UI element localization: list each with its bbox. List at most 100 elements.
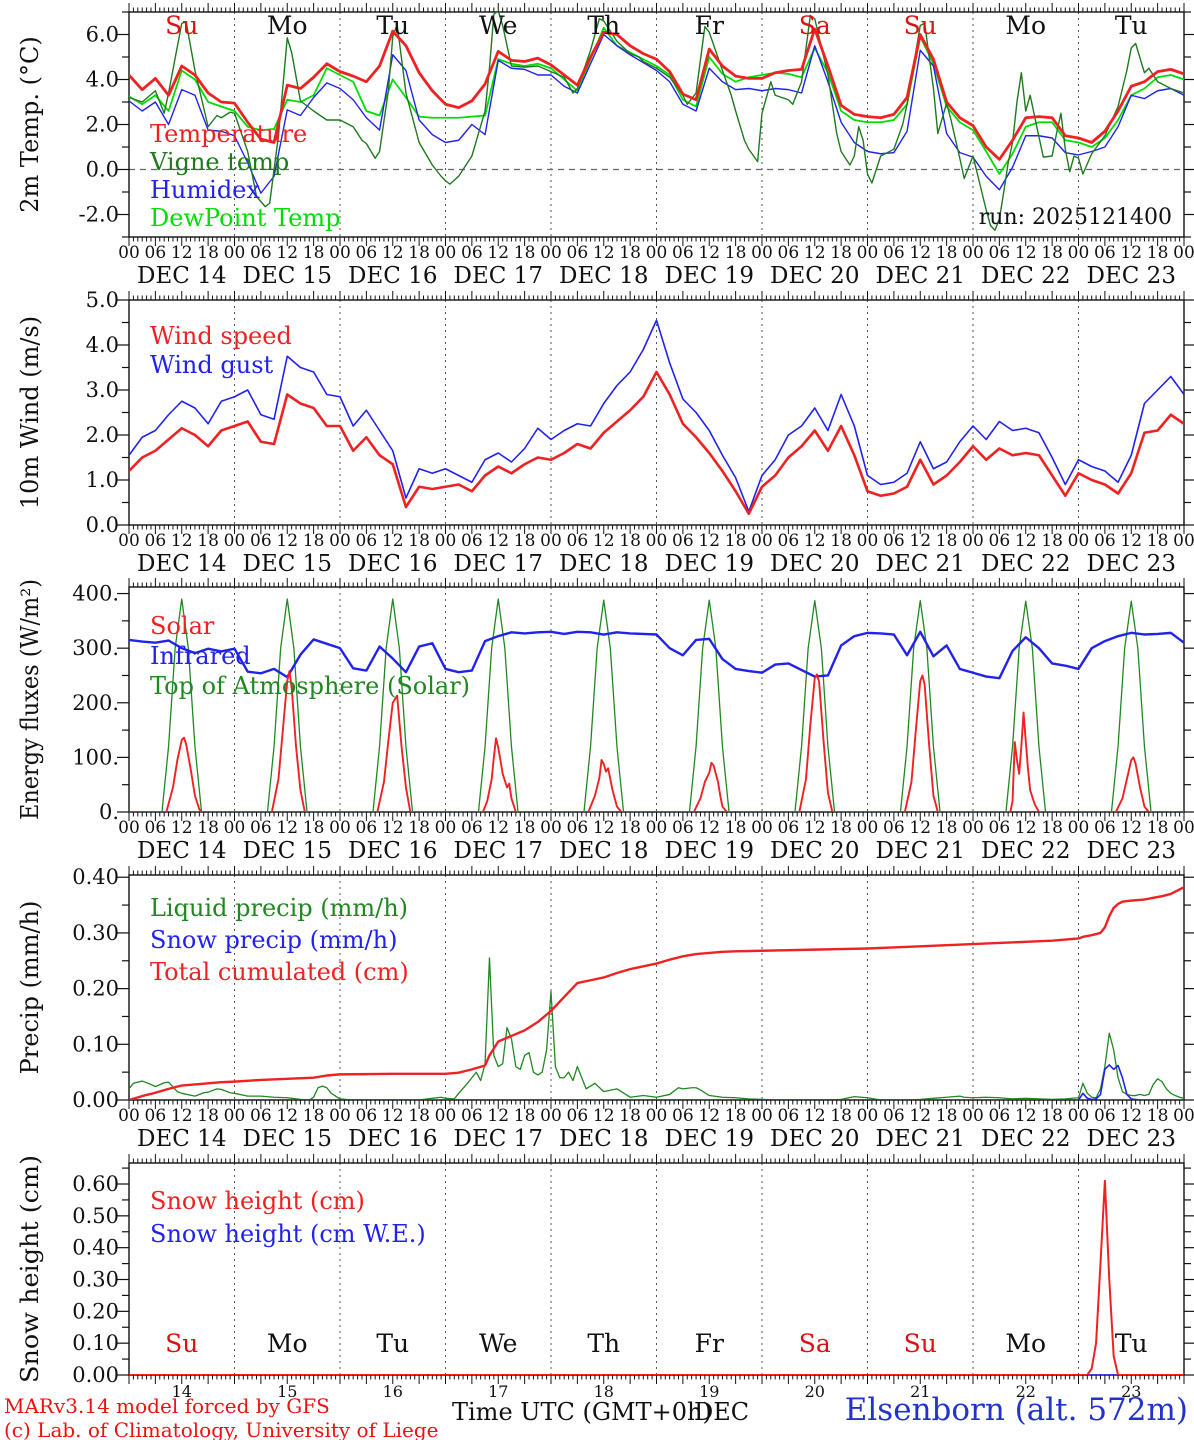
series-solar — [129, 670, 1184, 812]
date-label: DEC 19 — [665, 838, 754, 864]
hour-tick-label: 00 — [1173, 531, 1194, 551]
ytick-label: 1.0 — [86, 468, 119, 492]
axis-label-wind: 10m Wind (m/s) — [16, 316, 44, 509]
hour-tick-label: 00 — [962, 531, 984, 551]
hour-tick-label: 12 — [698, 1106, 720, 1126]
legend-snow-height-cm-: Snow height (cm) — [150, 1187, 365, 1215]
date-label: DEC 16 — [348, 263, 437, 289]
hour-tick-label: 18 — [197, 1106, 219, 1126]
date-label: DEC 15 — [243, 263, 332, 289]
day-name-label: Sa — [799, 1329, 831, 1358]
hour-tick-label: 18 — [408, 531, 430, 551]
series-temperature — [129, 27, 1184, 161]
ytick-label: 0.00 — [72, 1363, 119, 1387]
ytick-label: 0.50 — [72, 1204, 119, 1228]
date-label: DEC 18 — [559, 838, 648, 864]
ytick-label: 5.0 — [86, 288, 119, 312]
legend-snow-height-cm-w-e-: Snow height (cm W.E.) — [150, 1220, 426, 1248]
date-label: DEC 21 — [876, 551, 965, 577]
day-name-label: Mo — [1005, 11, 1046, 40]
ytick-label: 4.0 — [86, 68, 119, 92]
hour-tick-label: 18 — [408, 243, 430, 263]
hour-tick-label: 06 — [989, 531, 1011, 551]
hour-tick-label: 12 — [276, 531, 298, 551]
hour-tick-label: 12 — [698, 531, 720, 551]
day-name-label: Tu — [1115, 1329, 1148, 1358]
hour-tick-label: 06 — [461, 531, 483, 551]
hour-tick-label: 00 — [962, 818, 984, 838]
series-wind-speed — [129, 370, 1184, 516]
hour-tick-label: 06 — [883, 1106, 905, 1126]
hour-tick-label: 00 — [224, 818, 246, 838]
hour-tick-label: 00 — [118, 1106, 140, 1126]
hour-tick-label: 12 — [1120, 531, 1142, 551]
ytick-label: 0.60 — [72, 1172, 119, 1196]
hour-tick-label: 00 — [435, 1106, 457, 1126]
hour-tick-label: 18 — [303, 243, 325, 263]
hour-tick-label: 00 — [646, 818, 668, 838]
hour-tick-label: 06 — [883, 243, 905, 263]
hour-tick-label: 12 — [698, 243, 720, 263]
hour-tick-label: 12 — [382, 818, 404, 838]
hour-tick-label: 06 — [567, 1106, 589, 1126]
date-label: DEC 20 — [770, 263, 859, 289]
date-label: DEC 18 — [559, 263, 648, 289]
date-label: DEC 15 — [243, 838, 332, 864]
axis-label-temperature: 2m Temp. (°C) — [16, 36, 44, 212]
hour-tick-label: 18 — [936, 243, 958, 263]
hour-tick-label: 06 — [356, 1106, 378, 1126]
hour-tick-label: 18 — [725, 818, 747, 838]
date-label: DEC 14 — [137, 1126, 226, 1152]
hour-tick-label: 00 — [1068, 818, 1090, 838]
hour-tick-label: 18 — [303, 1106, 325, 1126]
hour-tick-label: 18 — [1147, 243, 1169, 263]
ytick-label: 0.30 — [72, 921, 119, 945]
hour-tick-label: 06 — [461, 818, 483, 838]
hour-tick-label: 12 — [171, 243, 193, 263]
axis-label-snow: Snow height (cm) — [16, 1155, 44, 1383]
hour-tick-label: 06 — [672, 1106, 694, 1126]
hour-tick-label: 00 — [857, 531, 879, 551]
hour-tick-label: 12 — [804, 818, 826, 838]
legend-solar: Solar — [150, 612, 215, 640]
ytick-label: 0.40 — [72, 865, 119, 889]
hour-tick-label: 18 — [303, 531, 325, 551]
hour-tick-label: 06 — [989, 818, 1011, 838]
hour-tick-label: 18 — [197, 531, 219, 551]
day-name-label: Su — [904, 11, 937, 40]
hour-tick-label: 00 — [1068, 243, 1090, 263]
axis-label-energy: Energy fluxes (W/m²) — [16, 579, 44, 820]
date-label: DEC 14 — [137, 838, 226, 864]
date-label: DEC 17 — [454, 838, 543, 864]
hour-tick-label: 00 — [118, 243, 140, 263]
hour-tick-label: 18 — [514, 531, 536, 551]
hour-tick-label: 12 — [593, 531, 615, 551]
series-snow-precip-mm-h- — [129, 1064, 1184, 1100]
hour-tick-label: 00 — [962, 1106, 984, 1126]
day-name-label: We — [479, 1329, 517, 1358]
hour-tick-label: 00 — [224, 243, 246, 263]
hour-tick-label: 12 — [1120, 1106, 1142, 1126]
hour-tick-label: 06 — [250, 1106, 272, 1126]
series-top-of-atmosphere-solar- — [129, 598, 1184, 812]
hour-tick-label: 06 — [461, 243, 483, 263]
hour-tick-label: 18 — [408, 1106, 430, 1126]
hour-tick-label: 00 — [118, 818, 140, 838]
hour-tick-label: 12 — [276, 818, 298, 838]
model-credit-line2: (c) Lab. of Climatology, University of L… — [4, 1418, 439, 1440]
hour-tick-label: 18 — [197, 243, 219, 263]
day-name-label: Mo — [267, 11, 308, 40]
hour-tick-label: 06 — [989, 1106, 1011, 1126]
day-name-label: We — [479, 11, 517, 40]
ytick-label: 400. — [72, 582, 119, 606]
hour-tick-label: 00 — [1173, 818, 1194, 838]
hour-tick-label: 00 — [329, 818, 351, 838]
hour-tick-label: 00 — [224, 1106, 246, 1126]
hour-tick-label: 18 — [1041, 1106, 1063, 1126]
hour-tick-label: 00 — [857, 243, 879, 263]
hour-tick-label: 12 — [382, 1106, 404, 1126]
hour-tick-label: 12 — [593, 243, 615, 263]
